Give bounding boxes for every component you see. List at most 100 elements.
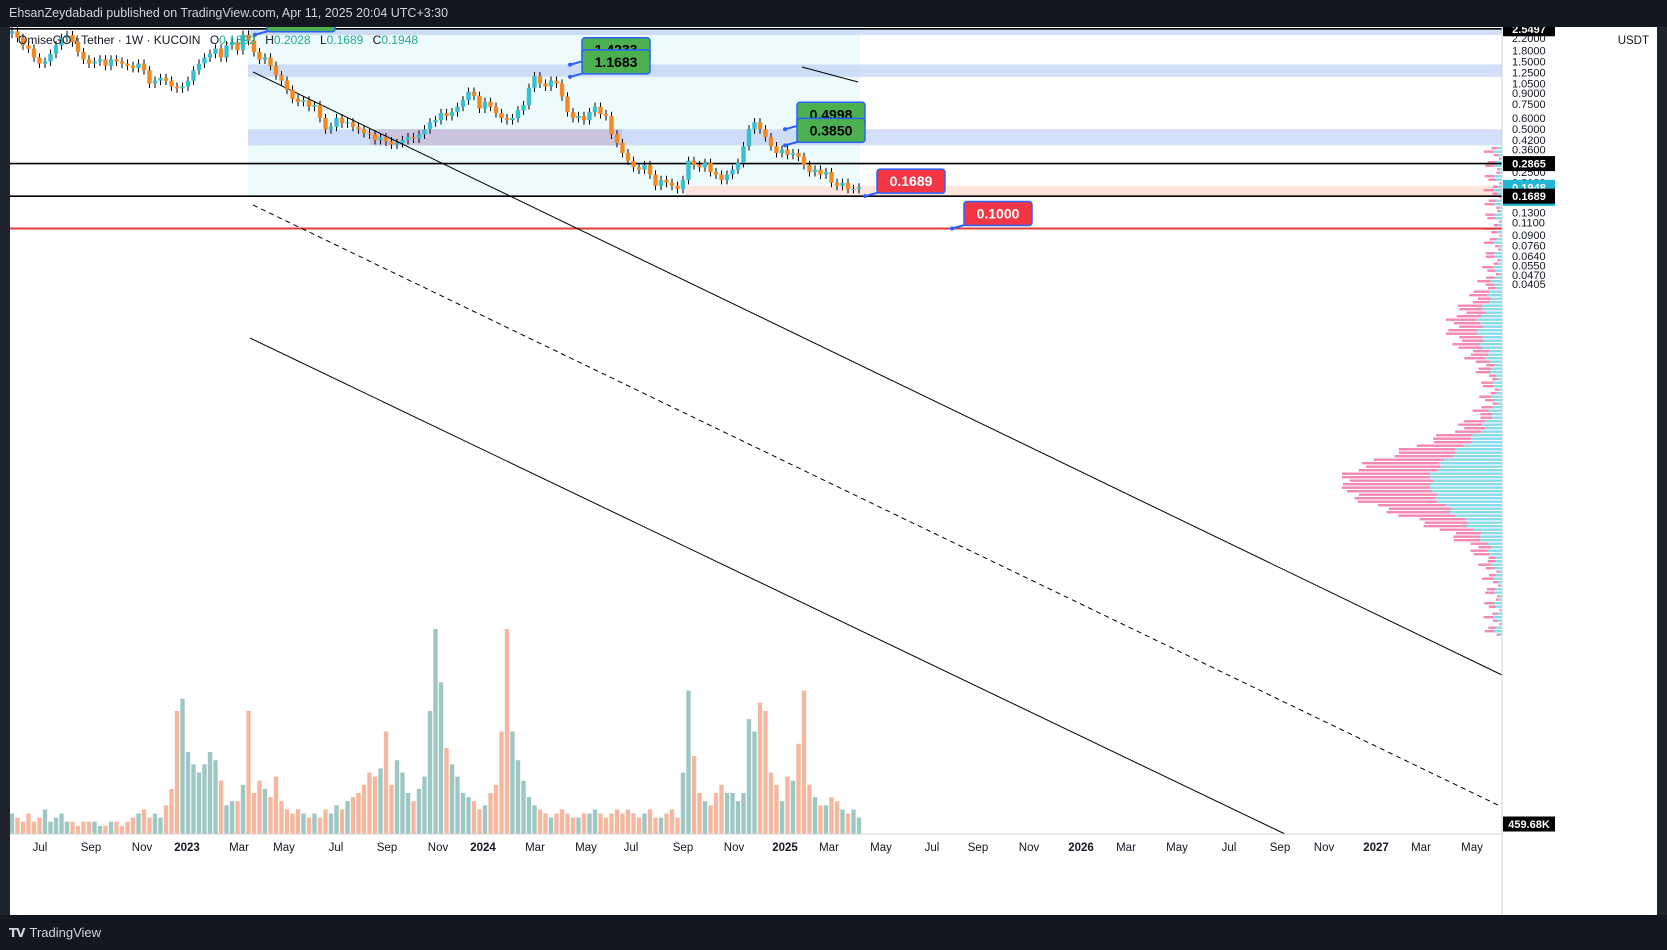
volume-profile-bar <box>1500 234 1502 237</box>
volume-profile-bar <box>1499 157 1501 160</box>
volume-bar <box>141 809 147 834</box>
time-tick-label: May <box>1461 842 1483 854</box>
candle-body <box>741 146 746 163</box>
candle-body <box>31 48 37 58</box>
volume-bar <box>603 817 609 834</box>
volume-bar <box>97 825 103 834</box>
volume-profile-bar <box>1496 574 1502 577</box>
price-tick-label: 0.7500 <box>1512 99 1546 111</box>
candle-body <box>268 57 273 66</box>
volume-profile-bar <box>1492 192 1498 195</box>
volume-profile-bar <box>1492 413 1502 416</box>
volume-profile-bar <box>1398 451 1456 454</box>
volume-profile-bar <box>1499 210 1502 213</box>
price-chart[interactable]: 2.31401.42331.16830.49980.38500.16890.10… <box>10 27 1657 915</box>
volume-bar <box>620 813 625 834</box>
chart-panel[interactable]: 2.31401.42331.16830.49980.38500.16890.10… <box>10 27 1657 915</box>
volume-bar <box>840 809 845 834</box>
volume-profile-bar <box>1482 385 1494 388</box>
volume-profile-bar <box>1483 339 1502 342</box>
volume-profile-bar <box>1495 245 1499 248</box>
volume-profile-bar <box>1433 479 1502 482</box>
volume-profile-bar <box>1480 322 1502 325</box>
price-tick-label: 0.9000 <box>1512 88 1546 100</box>
volume-profile-bar <box>1500 220 1502 223</box>
candle-body <box>235 42 240 51</box>
volume-bar <box>565 813 570 834</box>
volume-bar <box>614 809 620 834</box>
volume-profile-bar <box>1494 591 1502 594</box>
volume-bar <box>449 764 455 834</box>
volume-profile-bar <box>1483 150 1494 153</box>
volume-bar <box>763 711 768 834</box>
candle-body <box>818 169 823 175</box>
candle-body <box>246 34 251 41</box>
volume-profile-bar <box>1494 364 1502 367</box>
volume-bar <box>653 817 658 834</box>
volume-profile-bar <box>1499 609 1501 612</box>
candle-body <box>152 80 158 84</box>
axis-badge-text: 459.68K <box>1508 819 1550 831</box>
top-bar: EhsanZeydabadi published on TradingView.… <box>0 0 1667 27</box>
candle-body <box>125 63 130 66</box>
volume-bar <box>202 764 207 834</box>
currency-label[interactable]: USDT <box>1617 35 1649 47</box>
candle-body <box>757 122 763 130</box>
candle-body <box>774 146 779 154</box>
volume-bars <box>10 629 862 834</box>
low-value: 0.1689 <box>326 33 364 47</box>
volume-bar <box>367 772 372 834</box>
volume-profile-bar <box>1497 619 1502 622</box>
volume-profile-bar <box>1473 350 1489 353</box>
candle-body <box>559 83 565 97</box>
volume-profile-bar <box>1437 469 1502 472</box>
candle-body <box>196 63 202 71</box>
candle-body <box>64 35 70 38</box>
volume-bar <box>411 801 416 834</box>
callout-anchor <box>568 74 572 79</box>
volume-bar <box>658 817 664 834</box>
volume-bar <box>75 825 81 834</box>
volume-profile-bar <box>1354 497 1436 500</box>
volume-bar <box>735 801 741 834</box>
volume-profile-bar <box>1491 147 1498 150</box>
volume-bar <box>152 813 158 834</box>
time-tick-label: 2023 <box>174 842 200 854</box>
volume-bar <box>339 809 345 834</box>
zone-3 <box>685 185 1502 197</box>
zone-overlap <box>370 129 622 146</box>
candle-body <box>801 156 807 166</box>
volume-profile-bar <box>1475 371 1491 374</box>
callout-anchor <box>950 226 954 231</box>
volume-profile-bar <box>1495 217 1502 220</box>
volume-profile-bar <box>1342 476 1430 479</box>
volume-profile-bar <box>1347 490 1433 493</box>
volume-bar <box>785 776 790 834</box>
volume-profile-bar <box>1482 336 1502 339</box>
volume-profile-bar <box>1473 553 1490 556</box>
candle-body <box>856 187 862 189</box>
time-tick-label: 2025 <box>772 842 798 854</box>
volume-bar <box>570 817 576 834</box>
volume-profile-bar <box>1499 273 1502 276</box>
volume-profile-bar <box>1476 332 1502 335</box>
volume-profile-bar <box>1491 395 1502 398</box>
tradingview-logo[interactable]: TV TradingView <box>9 924 101 941</box>
volume-bar <box>262 788 268 834</box>
volume-bar <box>268 797 273 834</box>
volume-bar <box>757 702 763 834</box>
volume-profile-bar <box>1484 203 1495 206</box>
publisher-text: EhsanZeydabadi published on TradingView.… <box>9 6 449 20</box>
volume-profile-bar <box>1497 378 1502 381</box>
volume-profile-bar <box>1416 444 1464 447</box>
candle-body <box>724 174 730 180</box>
volume-profile-bar <box>1497 147 1502 150</box>
candle-body <box>26 45 31 49</box>
axis-badge <box>1503 188 1555 204</box>
time-tick-label: Nov <box>724 842 745 854</box>
volume-bar <box>719 784 724 834</box>
price-callout-text: 1.1683 <box>595 54 638 70</box>
volume-profile-bar <box>1419 518 1465 521</box>
candle-body <box>86 59 92 64</box>
volume-profile-bar <box>1492 581 1498 584</box>
